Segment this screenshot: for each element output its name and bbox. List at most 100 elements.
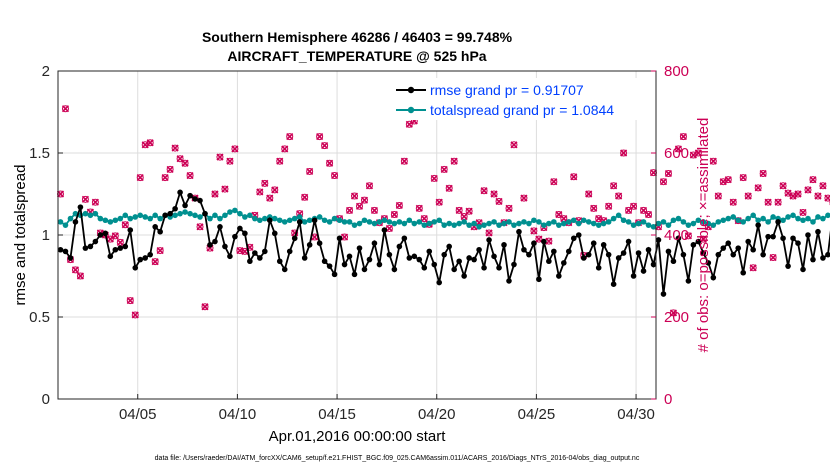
totalspread-point [426,221,432,227]
totalspread-point [805,216,811,222]
totalspread-point [302,219,308,225]
totalspread-point [182,209,188,215]
totalspread-point [521,219,527,225]
rmse-point [436,280,442,286]
rmse-point [377,262,383,268]
totalspread-point [222,213,228,219]
totalspread-point [187,211,193,217]
obs-assimilated-marker [760,171,766,177]
totalspread-point [491,219,497,225]
rmse-point [267,217,273,223]
totalspread-point [68,216,74,222]
rmse-point [501,242,507,248]
totalspread-point [342,219,348,225]
rmse-point [307,242,313,248]
totalspread-point [377,219,383,225]
totalspread-point [152,213,158,219]
totalspread-point [651,224,657,230]
rmse-point [127,227,133,233]
obs-point [730,199,736,205]
rmse-point [536,276,542,282]
rmse-point [108,254,114,260]
rmse-point [566,249,572,255]
rmse-point [511,262,517,268]
rmse-point [800,267,806,273]
rmse-point [387,252,393,258]
rmse-point [217,224,223,230]
totalspread-point [780,217,786,223]
rmse-point [541,239,547,245]
obs-assimilated-marker [745,193,751,199]
rmse-point [237,226,243,232]
rmse-point [531,240,537,246]
obs-point [765,199,771,205]
rmse-point [362,267,368,273]
rmse-point [586,252,592,258]
rmse-point [337,235,343,241]
totalspread-point [536,219,542,225]
rmse-point [332,272,338,278]
totalspread-point [516,221,522,227]
rmse-point [661,291,667,297]
totalspread-point [755,217,761,223]
rmse-point [182,203,188,209]
rmse-point [795,240,801,246]
obs-point [820,183,826,189]
rmse-point [556,273,562,279]
obs-assimilated-marker [680,134,686,140]
totalspread-point [207,216,213,222]
rmse-point [167,211,173,217]
totalspread-point [760,216,766,222]
totalspread-point [646,222,652,228]
totalspread-point [730,214,736,220]
totalspread-point [416,219,422,225]
totalspread-point [715,219,721,225]
totalspread-point [661,219,667,225]
totalspread-point [656,221,662,227]
totalspread-point [431,219,437,225]
rmse-point [735,245,741,251]
rmse-point [551,249,557,255]
rmse-point [581,255,587,261]
totalspread-point [815,214,821,220]
rmse-point [202,211,208,217]
totalspread-point [232,208,238,214]
totalspread-point [307,217,313,223]
totalspread-point [317,214,323,220]
totalspread-point [601,221,607,227]
rmse-point [725,240,731,246]
rmse-point [227,254,233,260]
y-left-tick-label: 1 [42,227,50,244]
obs-point [825,195,830,201]
totalspread-point [387,219,393,225]
rmse-point [611,281,617,287]
rmse-point [496,265,502,271]
totalspread-point [242,214,248,220]
totalspread-point [237,211,243,217]
totalspread-point [352,222,358,228]
rmse-point [397,244,403,250]
rmse-point [122,244,128,250]
obs-assimilated-marker [715,193,721,199]
x-tick-label: 04/15 [318,406,356,423]
totalspread-point [257,217,263,223]
totalspread-point [671,217,677,223]
rmse-point [790,235,796,241]
totalspread-point [392,221,398,227]
totalspread-point [810,219,816,225]
totalspread-point [461,219,467,225]
rmse-point [312,217,318,223]
totalspread-point [412,221,418,227]
rmse-point [58,247,64,253]
rmse-point [486,237,492,243]
obs-point [680,134,686,140]
y-left-tick-label: 0.5 [29,309,50,326]
totalspread-point [576,221,582,227]
obs-point [815,193,821,199]
rmse-point [222,244,228,250]
totalspread-point [272,216,278,222]
rmse-point [342,262,348,268]
totalspread-point [113,217,119,223]
rmse-point [596,265,602,271]
